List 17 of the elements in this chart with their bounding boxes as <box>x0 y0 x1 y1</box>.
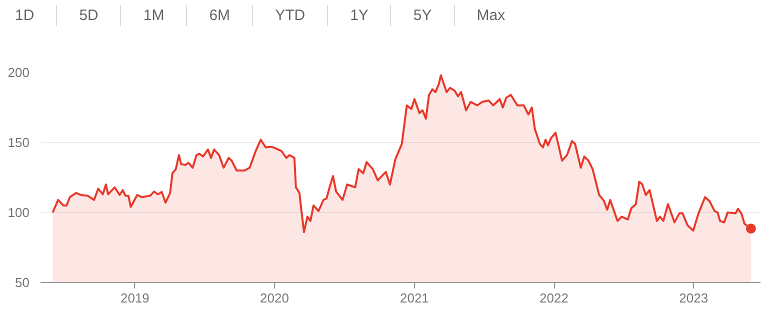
text: 1Y <box>328 5 392 26</box>
text: 5D <box>57 5 122 26</box>
y-tick-label: 100 <box>8 205 30 220</box>
x-tick-label: 2023 <box>679 290 708 306</box>
y-tick-label: 200 <box>8 65 30 80</box>
text: 1D <box>0 5 58 26</box>
x-tick-label: 2020 <box>260 290 289 306</box>
y-tick-label: 50 <box>15 275 30 290</box>
text: 1M <box>121 5 188 26</box>
text: 6M <box>187 5 254 26</box>
x-tick-label: 2019 <box>120 290 150 306</box>
text: 5Y <box>391 5 455 26</box>
x-tick-label: 2021 <box>400 290 429 306</box>
text: YTD <box>253 5 328 26</box>
x-tick-label: 2022 <box>540 290 568 306</box>
text: Max <box>476 6 506 26</box>
y-tick-label: 150 <box>8 135 30 150</box>
